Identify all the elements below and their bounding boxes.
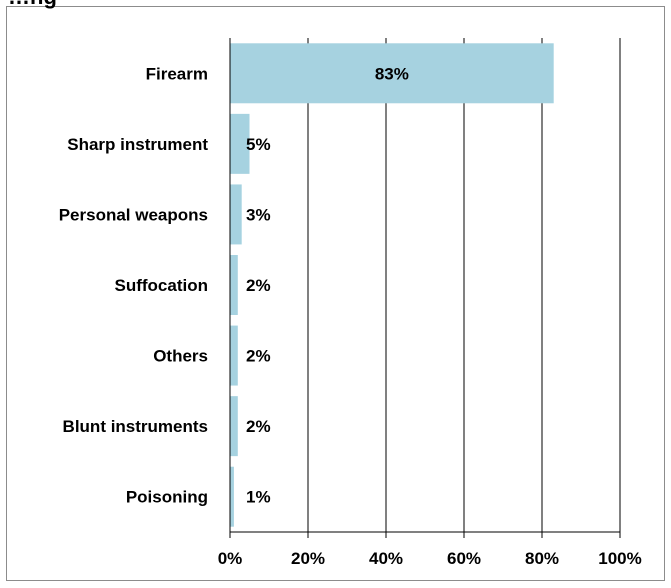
x-tick-label: 20% — [291, 549, 325, 568]
data-label: 83% — [375, 64, 409, 83]
bar — [230, 325, 238, 386]
category-label: Sharp instrument — [67, 135, 208, 154]
chart-title: …ng — [8, 0, 57, 10]
bar — [230, 466, 234, 527]
bar — [230, 43, 554, 104]
data-label: 2% — [246, 347, 271, 366]
data-label: 5% — [246, 135, 271, 154]
category-label: Suffocation — [115, 276, 209, 295]
category-label: Firearm — [146, 64, 208, 83]
bar — [230, 255, 238, 315]
x-tick-label: 40% — [369, 549, 403, 568]
bar — [230, 184, 242, 245]
category-label: Others — [153, 347, 208, 366]
category-label: Blunt instruments — [63, 417, 208, 436]
data-label: 3% — [246, 205, 271, 224]
data-label: 1% — [246, 488, 271, 507]
data-label: 2% — [246, 417, 271, 436]
bar — [230, 396, 238, 457]
x-tick-label: 100% — [598, 549, 641, 568]
data-label: 2% — [246, 276, 271, 295]
x-tick-label: 80% — [525, 549, 559, 568]
x-tick-label: 0% — [218, 549, 243, 568]
category-label: Personal weapons — [59, 205, 208, 224]
x-tick-label: 60% — [447, 549, 481, 568]
bar — [230, 113, 250, 174]
category-label: Poisoning — [126, 488, 208, 507]
